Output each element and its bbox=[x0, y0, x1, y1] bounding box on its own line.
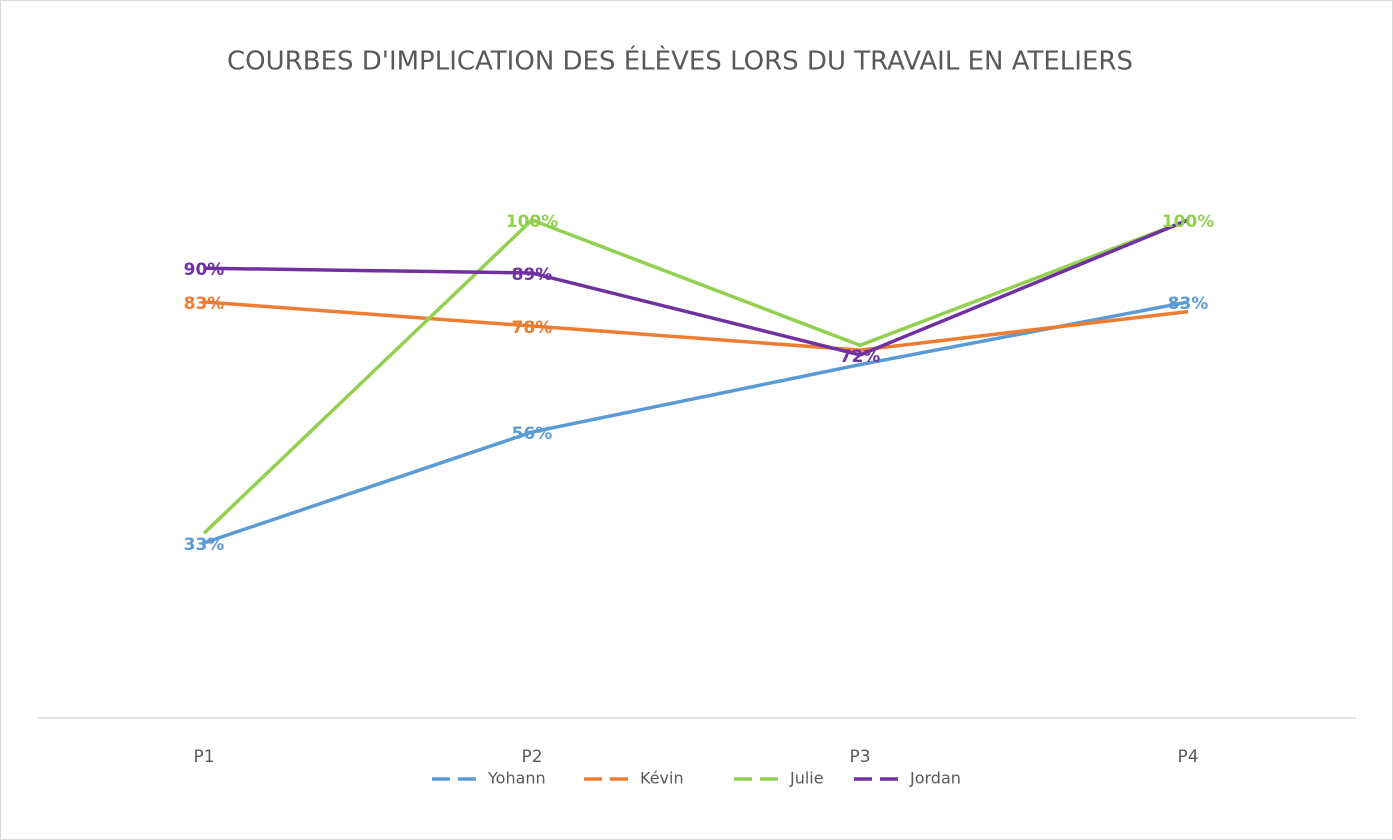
data-label: 100% bbox=[506, 212, 559, 232]
series-line bbox=[203, 300, 1189, 545]
series-line bbox=[202, 218, 1189, 535]
data-label: 89% bbox=[512, 265, 553, 285]
x-tick-label: P1 bbox=[193, 747, 214, 767]
data-label: 83% bbox=[184, 294, 225, 314]
data-label: 78% bbox=[512, 318, 553, 338]
data-label: 83% bbox=[1168, 294, 1209, 314]
data-label: 72% bbox=[840, 347, 881, 367]
legend-label: Julie bbox=[789, 769, 824, 788]
data-label: 56% bbox=[512, 424, 553, 444]
data-label: 33% bbox=[184, 535, 225, 555]
legend-label: Kévin bbox=[640, 769, 684, 788]
legend-label: Yohann bbox=[487, 769, 546, 788]
x-tick-label: P4 bbox=[1177, 747, 1198, 767]
chart-title: COURBES D'IMPLICATION DES ÉLÈVES LORS DU… bbox=[227, 45, 1133, 77]
series-line bbox=[203, 300, 1189, 352]
data-label: 100% bbox=[1162, 212, 1215, 232]
x-tick-label: P3 bbox=[849, 747, 870, 767]
x-tick-label: P2 bbox=[521, 747, 542, 767]
series-line bbox=[203, 218, 1189, 357]
legend-label: Jordan bbox=[909, 769, 961, 788]
data-label: 90% bbox=[184, 260, 225, 280]
